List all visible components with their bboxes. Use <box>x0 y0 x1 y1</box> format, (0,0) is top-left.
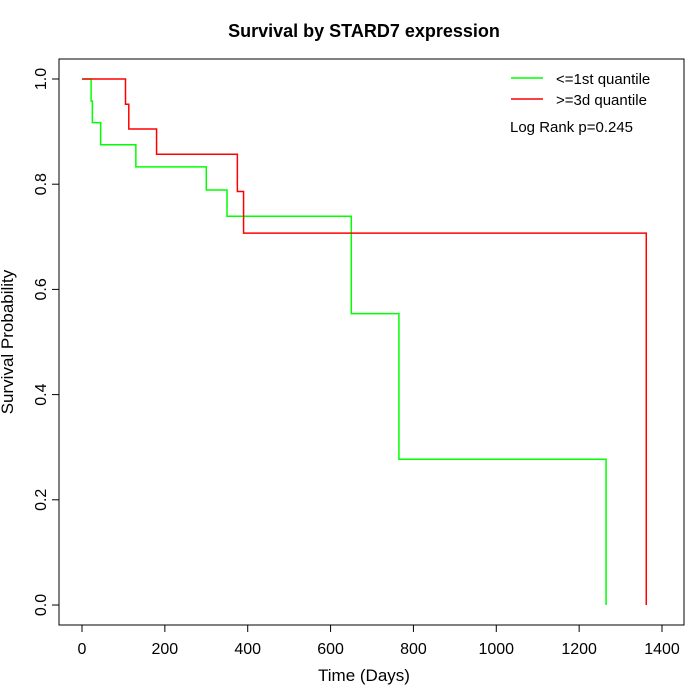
x-tick-label: 600 <box>317 641 344 658</box>
log-rank-annotation: Log Rank p=0.245 <box>510 119 633 136</box>
y-tick-label: 1.0 <box>33 68 50 90</box>
x-tick-label: 800 <box>400 641 427 658</box>
y-tick-label: 0.0 <box>33 594 50 616</box>
y-tick-label: 0.8 <box>33 173 50 195</box>
y-tick-label: 0.2 <box>33 489 50 511</box>
chart-title: Survival by STARD7 expression <box>228 21 500 41</box>
x-axis: 0 200 400 600 800 1000 1200 1400 <box>78 624 680 658</box>
legend: <=1st quantile >=3d quantile <box>511 71 650 109</box>
x-tick-label: 400 <box>234 641 261 658</box>
x-tick-label: 1400 <box>644 641 680 658</box>
x-axis-label: Time (Days) <box>318 666 410 685</box>
y-axis-label: Survival Probability <box>0 269 17 414</box>
y-tick-label: 0.6 <box>33 278 50 300</box>
survival-curve-series-2 <box>82 78 648 605</box>
survival-curve-series-1 <box>82 78 607 605</box>
y-tick-label: 0.4 <box>33 383 50 405</box>
x-tick-label: 1000 <box>478 641 514 658</box>
plot-frame <box>58 58 685 626</box>
x-tick-label: 1200 <box>561 641 597 658</box>
series-layer <box>82 78 648 605</box>
y-axis: 0.0 0.2 0.4 0.6 0.8 1.0 <box>33 68 60 616</box>
x-tick-label: 200 <box>152 641 179 658</box>
x-tick-label: 0 <box>78 641 87 658</box>
legend-label-series-1: <=1st quantile <box>556 71 650 88</box>
legend-label-series-2: >=3d quantile <box>556 92 647 109</box>
